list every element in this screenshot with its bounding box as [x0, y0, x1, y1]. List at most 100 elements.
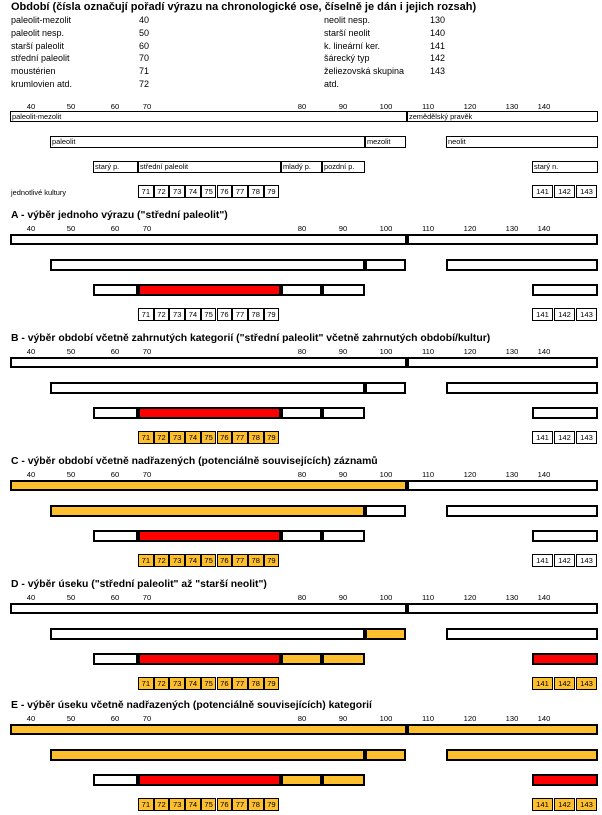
- period-bar-level1: [407, 480, 598, 491]
- axis-tick-label: 50: [66, 714, 76, 723]
- period-bar-level3: [281, 284, 322, 296]
- legend-code: 130: [430, 15, 446, 25]
- axis-tick-label: 90: [338, 593, 348, 602]
- period-bar-level1: [10, 111, 407, 122]
- axis-tick-label: 80: [297, 470, 307, 479]
- legend-code: 72: [139, 79, 150, 89]
- legend-name: neolit nesp.: [324, 15, 371, 25]
- axis-tick-label: 120: [463, 224, 477, 233]
- axis-tick-label: 70: [142, 102, 152, 111]
- period-label: paleolit-mezolit: [12, 112, 62, 121]
- culture-box: 74: [185, 431, 201, 444]
- axis-tick-label: 60: [110, 347, 120, 356]
- period-bar-level2: [365, 259, 406, 271]
- axis-tick-label: 110: [421, 714, 435, 723]
- axis-tick-label: 90: [338, 347, 348, 356]
- section-title: D - výběr úseku ("střední paleolit" až "…: [11, 579, 267, 590]
- period-bar-level3: [322, 774, 365, 786]
- culture-box: 72: [153, 431, 170, 444]
- axis-tick-label: 130: [505, 714, 519, 723]
- legend-code: 50: [139, 27, 150, 38]
- axis-tick-label: 70: [142, 347, 152, 356]
- period-bar-level3: [93, 161, 138, 173]
- culture-box: 78: [247, 431, 264, 444]
- period-bar-level2: [446, 259, 598, 271]
- axis-tick-label: 140: [537, 102, 551, 111]
- period-bar-level2: [50, 136, 365, 148]
- legend-code: 142: [430, 53, 446, 64]
- legend-name: střední paleolit: [11, 53, 70, 64]
- period-bar-level2: [365, 749, 406, 761]
- culture-box: 73: [169, 554, 186, 567]
- culture-box: 143: [576, 308, 597, 321]
- axis-tick-label: 100: [379, 224, 393, 233]
- period-bar-level2: [446, 382, 598, 394]
- culture-box: 141: [532, 185, 553, 198]
- axis-tick-label: 110: [421, 470, 435, 479]
- culture-box: 143: [576, 798, 597, 811]
- culture-box: 76: [216, 554, 233, 567]
- axis-tick-label: 140: [537, 714, 551, 723]
- axis-tick-label: 40: [26, 102, 36, 111]
- culture-box: 77: [232, 308, 248, 321]
- axis-tick-label: 110: [421, 102, 435, 111]
- legend-name: starší neolit: [324, 27, 371, 38]
- culture-box: 76: [216, 185, 233, 198]
- period-bar-level3: [93, 407, 138, 419]
- axis-tick-label: 130: [505, 593, 519, 602]
- period-bar-level1: [10, 234, 407, 245]
- culture-box: 77: [232, 677, 248, 690]
- period-bar-level3: [93, 653, 138, 665]
- culture-box: 73: [169, 185, 186, 198]
- culture-box: 74: [185, 185, 201, 198]
- axis-tick-label: 140: [537, 470, 551, 479]
- axis-tick-label: 50: [66, 593, 76, 602]
- period-bar-level3: [322, 530, 365, 542]
- period-label: pozdní p.: [324, 162, 355, 171]
- axis-tick-label: 90: [338, 470, 348, 479]
- axis-tick-label: 70: [142, 593, 152, 602]
- period-bar-level1: [10, 724, 407, 735]
- axis-tick-label: 60: [110, 714, 120, 723]
- period-bar-level3: [322, 653, 365, 665]
- axis-tick-label: 80: [297, 347, 307, 356]
- culture-box: 75: [200, 431, 217, 444]
- culture-box: 72: [153, 185, 170, 198]
- period-bar-level1: [10, 480, 407, 491]
- culture-box: 141: [532, 677, 553, 690]
- axis-tick-label: 50: [66, 102, 76, 111]
- culture-box: 79: [263, 185, 280, 198]
- period-bar-level2: [50, 382, 365, 394]
- period-bar-level3: [532, 530, 598, 542]
- culture-box: 75: [200, 554, 217, 567]
- legend-name: paleolit-mezolit: [11, 15, 72, 25]
- period-bar-level3: [322, 284, 365, 296]
- legend-name: paleolit nesp.: [11, 27, 65, 38]
- culture-box: 143: [576, 185, 597, 198]
- legend-code: 71: [139, 66, 150, 77]
- period-bar-level3: [93, 284, 138, 296]
- period-bar-level1: [407, 603, 598, 614]
- axis-tick-label: 50: [66, 347, 76, 356]
- axis-tick-label: 80: [297, 593, 307, 602]
- period-bar-level3: [281, 530, 322, 542]
- legend-name: moustérien: [11, 66, 56, 77]
- axis-tick-label: 120: [463, 102, 477, 111]
- culture-box: 77: [232, 554, 248, 567]
- culture-box: 75: [200, 798, 217, 811]
- axis-tick-label: 120: [463, 593, 477, 602]
- culture-box: 77: [232, 185, 248, 198]
- culture-box: 78: [247, 677, 264, 690]
- culture-box: 143: [576, 677, 597, 690]
- period-label: mladý p.: [283, 162, 311, 171]
- culture-box: 141: [532, 798, 553, 811]
- axis-tick-label: 90: [338, 714, 348, 723]
- period-bar-level2: [365, 136, 406, 148]
- axis-tick-label: 130: [505, 224, 519, 233]
- culture-box: 75: [200, 185, 217, 198]
- culture-box: 142: [554, 554, 575, 567]
- culture-box: 79: [263, 308, 280, 321]
- period-bar-level1: [10, 603, 407, 614]
- axis-tick-label: 40: [26, 347, 36, 356]
- culture-box: 74: [185, 798, 201, 811]
